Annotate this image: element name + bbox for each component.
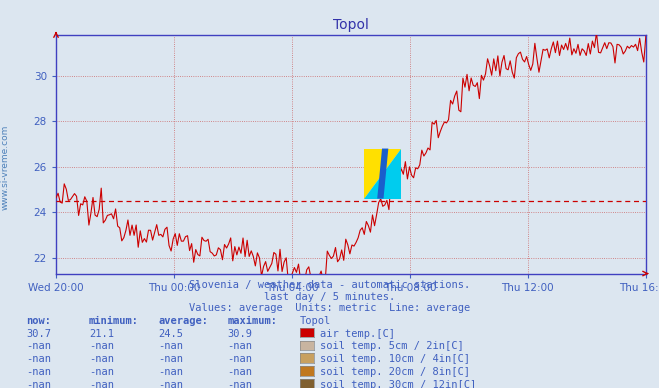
- Title: Topol: Topol: [333, 18, 369, 32]
- Text: last day / 5 minutes.: last day / 5 minutes.: [264, 292, 395, 302]
- Text: 30.9: 30.9: [227, 329, 252, 339]
- Text: Values: average  Units: metric  Line: average: Values: average Units: metric Line: aver…: [189, 303, 470, 314]
- Polygon shape: [377, 149, 388, 199]
- Text: -nan: -nan: [26, 380, 51, 388]
- Text: -nan: -nan: [227, 380, 252, 388]
- Text: soil temp. 5cm / 2in[C]: soil temp. 5cm / 2in[C]: [320, 341, 463, 352]
- Polygon shape: [364, 149, 401, 199]
- Text: air temp.[C]: air temp.[C]: [320, 329, 395, 339]
- Text: average:: average:: [158, 316, 208, 326]
- Text: maximum:: maximum:: [227, 316, 277, 326]
- Text: -nan: -nan: [227, 341, 252, 352]
- Text: soil temp. 30cm / 12in[C]: soil temp. 30cm / 12in[C]: [320, 380, 476, 388]
- Text: 30.7: 30.7: [26, 329, 51, 339]
- Text: -nan: -nan: [158, 380, 183, 388]
- Text: -nan: -nan: [227, 354, 252, 364]
- Text: 21.1: 21.1: [89, 329, 114, 339]
- Text: now:: now:: [26, 316, 51, 326]
- Text: soil temp. 10cm / 4in[C]: soil temp. 10cm / 4in[C]: [320, 354, 470, 364]
- Text: -nan: -nan: [158, 367, 183, 377]
- Text: 24.5: 24.5: [158, 329, 183, 339]
- Text: -nan: -nan: [158, 354, 183, 364]
- Text: -nan: -nan: [89, 354, 114, 364]
- Text: soil temp. 20cm / 8in[C]: soil temp. 20cm / 8in[C]: [320, 367, 470, 377]
- Text: -nan: -nan: [26, 341, 51, 352]
- Text: www.si-vreme.com: www.si-vreme.com: [1, 124, 10, 210]
- Text: -nan: -nan: [89, 367, 114, 377]
- Text: -nan: -nan: [89, 341, 114, 352]
- Text: Slovenia / weather data - automatic stations.: Slovenia / weather data - automatic stat…: [189, 280, 470, 290]
- Text: Topol: Topol: [300, 316, 331, 326]
- Text: -nan: -nan: [227, 367, 252, 377]
- Text: -nan: -nan: [89, 380, 114, 388]
- Polygon shape: [364, 149, 401, 199]
- Text: -nan: -nan: [158, 341, 183, 352]
- Text: -nan: -nan: [26, 367, 51, 377]
- Text: minimum:: minimum:: [89, 316, 139, 326]
- Text: -nan: -nan: [26, 354, 51, 364]
